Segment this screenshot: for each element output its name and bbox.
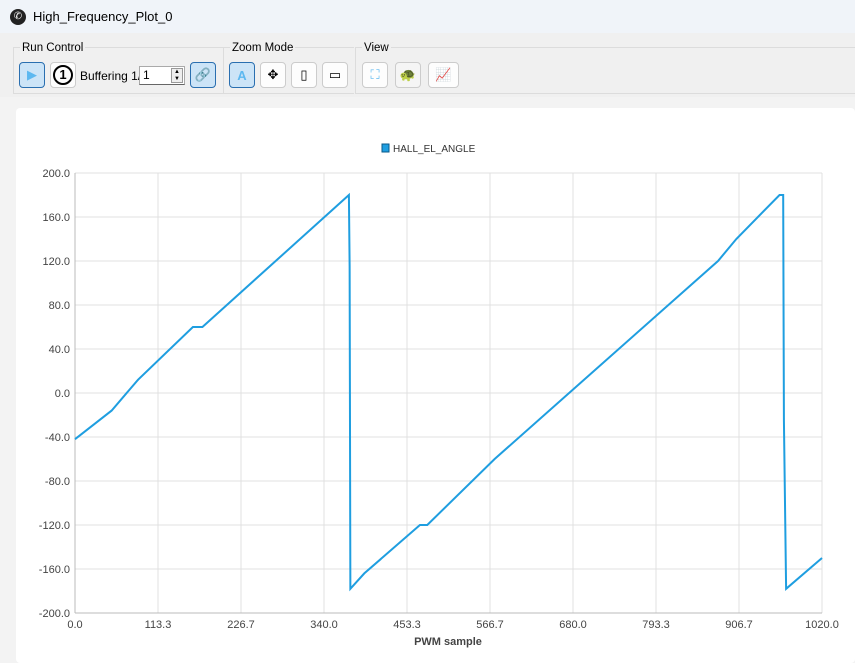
title-bar: ✆ High_Frequency_Plot_0 bbox=[0, 0, 855, 33]
y-tick-label: -80.0 bbox=[45, 476, 70, 488]
buffering-label: Buffering 1/ bbox=[80, 69, 142, 83]
view-label: View bbox=[362, 42, 391, 54]
x-tick-label: 680.0 bbox=[559, 619, 587, 631]
link-button[interactable]: 🔗 bbox=[190, 62, 216, 88]
zoom-both-button[interactable]: ✥ bbox=[260, 62, 286, 88]
single-shot-button[interactable]: 1 bbox=[50, 62, 76, 88]
fit-view-icon: ⛶ bbox=[370, 67, 380, 82]
plot-panel bbox=[16, 108, 855, 663]
toolbar: Run Control Zoom Mode View ▶ 1 Buffering… bbox=[0, 33, 855, 97]
x-tick-label: 113.3 bbox=[145, 619, 172, 631]
x-tick-label: 340.0 bbox=[310, 619, 338, 631]
spin-arrows-icon[interactable]: ▲ ▼ bbox=[171, 68, 183, 83]
auto-zoom-icon: A bbox=[237, 67, 247, 83]
turtle-icon: 🐢 bbox=[399, 67, 417, 82]
y-tick-label: 200.0 bbox=[42, 168, 70, 180]
run-control-label: Run Control bbox=[20, 42, 86, 54]
zoom-vertical-icon: ▯ bbox=[300, 67, 308, 82]
play-button[interactable]: ▶ bbox=[19, 62, 45, 88]
x-tick-label: 1020.0 bbox=[805, 619, 839, 631]
zoom-both-icon: ✥ bbox=[267, 67, 279, 82]
series-line-hall-el-angle bbox=[74, 192, 823, 592]
x-tick-label: 453.3 bbox=[393, 619, 421, 631]
x-tick-label: 226.7 bbox=[227, 619, 255, 631]
chart-line-button[interactable]: 📈 bbox=[428, 62, 459, 88]
single-shot-icon: 1 bbox=[53, 65, 73, 85]
y-tick-label: 80.0 bbox=[49, 300, 70, 312]
y-tick-label: -40.0 bbox=[45, 432, 70, 444]
y-tick-label: 120.0 bbox=[42, 256, 70, 268]
x-tick-label: 793.3 bbox=[642, 619, 670, 631]
window-title: High_Frequency_Plot_0 bbox=[33, 9, 173, 24]
y-tick-label: 0.0 bbox=[55, 388, 70, 400]
zoom-horizontal-icon: ▭ bbox=[328, 67, 342, 82]
link-icon: 🔗 bbox=[194, 67, 212, 82]
y-tick-label: -200.0 bbox=[39, 608, 70, 620]
fit-view-button[interactable]: ⛶ bbox=[362, 62, 388, 88]
y-tick-label: -160.0 bbox=[39, 564, 70, 576]
chart-line-icon: 📈 bbox=[435, 67, 452, 82]
x-tick-label: 906.7 bbox=[725, 619, 753, 631]
turtle-button[interactable]: 🐢 bbox=[395, 62, 421, 88]
view-group: View bbox=[355, 42, 855, 94]
auto-zoom-button[interactable]: A bbox=[229, 62, 255, 88]
run-control-group: Run Control bbox=[13, 42, 223, 94]
buffering-value: 1 bbox=[143, 68, 150, 82]
x-axis-label: PWM sample bbox=[414, 636, 482, 648]
zoom-mode-label: Zoom Mode bbox=[230, 42, 296, 54]
y-tick-label: -120.0 bbox=[39, 520, 70, 532]
x-tick-label: 0.0 bbox=[67, 619, 82, 631]
legend-swatch bbox=[381, 143, 390, 153]
play-icon: ▶ bbox=[27, 67, 37, 82]
zoom-vertical-button[interactable]: ▯ bbox=[291, 62, 317, 88]
zoom-horizontal-button[interactable]: ▭ bbox=[322, 62, 348, 88]
legend-label: HALL_EL_ANGLE bbox=[393, 144, 476, 155]
y-tick-label: 40.0 bbox=[49, 344, 70, 356]
buffering-spinbox[interactable]: 1 ▲ ▼ bbox=[139, 66, 185, 85]
zoom-mode-group: Zoom Mode bbox=[223, 42, 354, 94]
y-tick-label: 160.0 bbox=[42, 212, 70, 224]
app-logo-icon: ✆ bbox=[10, 8, 26, 25]
x-tick-label: 566.7 bbox=[476, 619, 504, 631]
